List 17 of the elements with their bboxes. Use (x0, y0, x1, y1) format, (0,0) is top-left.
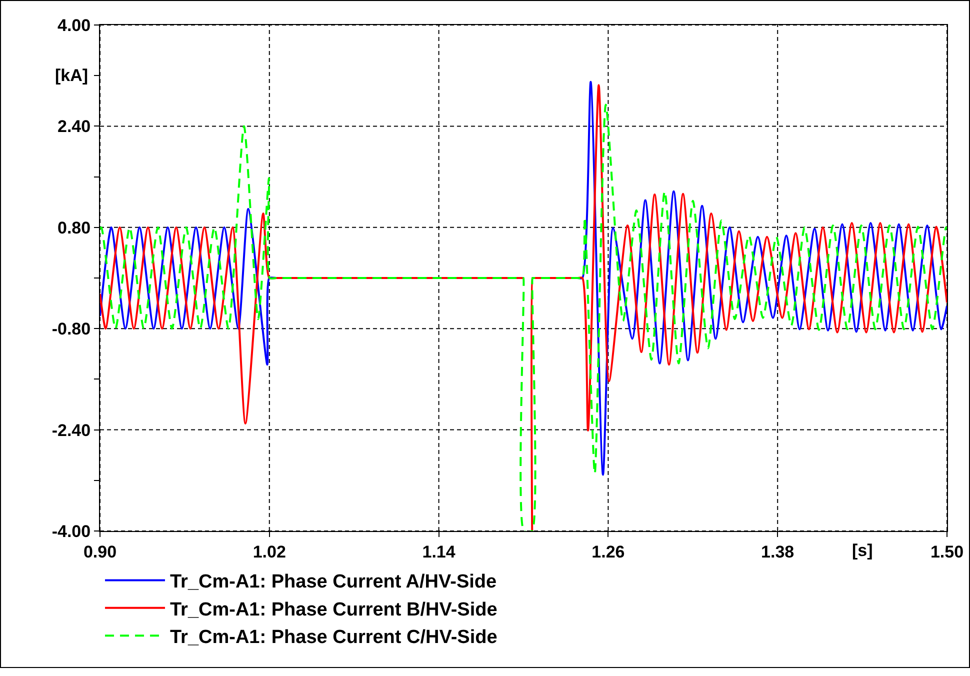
y-axis-title: [kA] (55, 66, 88, 85)
y-tick-label: -4.00 (52, 522, 91, 541)
y-tick-label: -0.80 (52, 320, 91, 339)
x-tick-label: 1.50 (930, 542, 964, 562)
legend-label: Tr_Cm-A1: Phase Current A/HV-Side (170, 572, 497, 593)
x-tick-label: 0.90 (83, 542, 117, 562)
x-tick-label: 1.26 (592, 542, 625, 562)
y-tick-label: 4.00 (58, 16, 91, 35)
x-tick-label: 1.38 (761, 542, 794, 562)
x-tick-label: 1.14 (422, 542, 456, 562)
x-tick-label: 1.02 (252, 542, 286, 562)
legend-label: Tr_Cm-A1: Phase Current B/HV-Side (170, 599, 498, 620)
legend-label: Tr_Cm-A1: Phase Current C/HV-Side (170, 627, 498, 648)
x-axis-title: [s] (852, 541, 873, 560)
y-tick-label: -2.40 (52, 420, 91, 440)
y-tick-label: 2.40 (58, 117, 91, 136)
y-tick-label: 0.80 (58, 218, 91, 238)
